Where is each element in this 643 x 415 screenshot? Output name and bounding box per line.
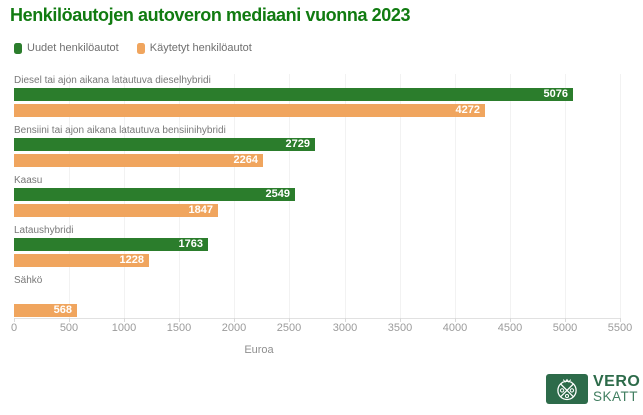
tick-mark-1500 (179, 318, 180, 322)
category-label: Kaasu (14, 175, 43, 186)
bar-value-label: 5076 (543, 88, 568, 100)
gridline-3500 (400, 74, 401, 318)
tick-label-2000: 2000 (221, 322, 247, 334)
tick-mark-5000 (565, 318, 566, 322)
tick-label-500: 500 (59, 322, 79, 334)
tick-mark-4000 (455, 318, 456, 322)
tick-mark-3500 (400, 318, 401, 322)
legend-label-used-cars: Käytetyt henkilöautot (149, 42, 252, 54)
tick-label-4500: 4500 (497, 322, 523, 334)
category-label: Diesel tai ajon aikana latautuva dieselh… (14, 75, 211, 86)
legend-swatch-used-cars (136, 42, 145, 54)
tick-mark-2500 (289, 318, 290, 322)
tick-label-4000: 4000 (442, 322, 468, 334)
bar-value-label: 1763 (178, 238, 203, 250)
bar-new: 2549 (14, 188, 295, 201)
bar-new: 2729 (14, 138, 315, 151)
gridline-4000 (455, 74, 456, 318)
legend-item-new-cars: Uudet henkilöautot (14, 42, 119, 54)
tick-mark-4500 (510, 318, 511, 322)
bar-used: 568 (14, 304, 77, 317)
legend-label-new-cars: Uudet henkilöautot (27, 42, 119, 54)
bar-value-label: 4272 (455, 104, 480, 116)
tick-label-3000: 3000 (332, 322, 358, 334)
gridline-5500 (620, 74, 621, 318)
chart-title: Henkilöautojen autoveron mediaani vuonna… (10, 5, 411, 25)
gridline-4500 (510, 74, 511, 318)
legend-item-used-cars: Käytetyt henkilöautot (136, 42, 252, 54)
tick-label-5500: 5500 (607, 322, 633, 334)
vero-emblem-icon (546, 374, 588, 404)
logo-text-skatt: SKATT (593, 389, 639, 404)
x-axis-title: Euroa (244, 344, 274, 356)
vero-logo-text: VERO SKATT (593, 374, 640, 404)
tick-label-2500: 2500 (276, 322, 302, 334)
gridline-3000 (345, 74, 346, 318)
tick-label-5000: 5000 (552, 322, 578, 334)
bar-value-label: 2264 (233, 154, 258, 166)
bar-value-label: 2729 (285, 138, 310, 150)
bar-new: 1763 (14, 238, 208, 251)
vero-logo: VERO SKATT (546, 374, 640, 404)
legend: Uudet henkilöautot Käytetyt henkilöautot (14, 42, 252, 54)
category-label: Sähkö (14, 275, 43, 286)
bar-value-label: 1847 (188, 204, 213, 216)
tick-label-3500: 3500 (387, 322, 413, 334)
tick-label-1500: 1500 (166, 322, 192, 334)
category-label: Lataushybridi (14, 225, 74, 236)
bar-new: 5076 (14, 88, 573, 101)
logo-text-vero: VERO (593, 373, 641, 390)
tick-label-1000: 1000 (111, 322, 137, 334)
tick-mark-500 (69, 318, 70, 322)
bar-used: 2264 (14, 154, 263, 167)
category-label: Bensiini tai ajon aikana latautuva bensi… (14, 125, 226, 136)
tick-mark-0 (14, 318, 15, 322)
tick-mark-1000 (124, 318, 125, 322)
bar-used: 1847 (14, 204, 218, 217)
tick-mark-5500 (620, 318, 621, 322)
tick-mark-2000 (234, 318, 235, 322)
tick-mark-3000 (345, 318, 346, 322)
bar-used: 1228 (14, 254, 149, 267)
gridline-5000 (565, 74, 566, 318)
plot-area: 0 500 1000 1500 2000 2500 3000 3500 4000 4500 5000… (11, 74, 632, 334)
bar-used: 4272 (14, 104, 485, 117)
bar-value-label: 1228 (119, 254, 144, 266)
bar-value-label: 2549 (265, 188, 290, 200)
bar-value-label: 568 (53, 304, 72, 316)
legend-swatch-new-cars (14, 42, 22, 54)
tick-label-0: 0 (10, 322, 18, 334)
